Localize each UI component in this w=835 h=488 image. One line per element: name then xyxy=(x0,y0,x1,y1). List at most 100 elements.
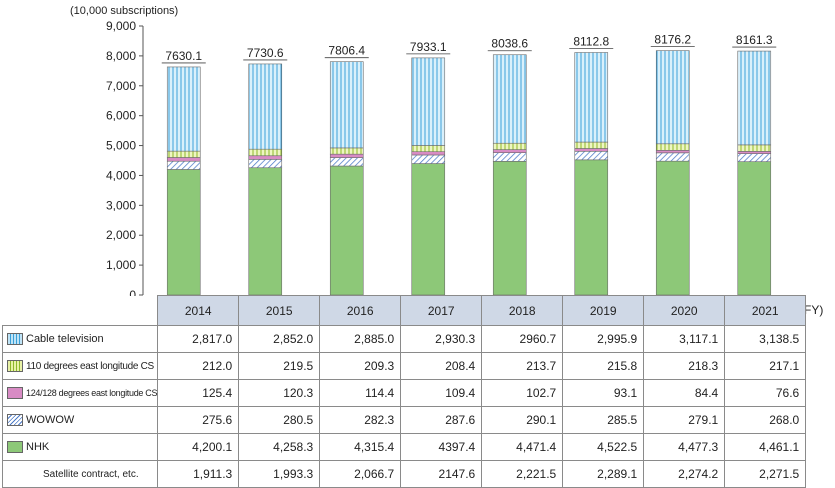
nhk-bar-segment xyxy=(248,167,283,296)
table-cell: 282.3 xyxy=(319,406,402,434)
row-label: 124/128 degrees east longitude CS xyxy=(1,379,159,407)
cs110-bar-segment xyxy=(655,143,690,151)
wowow-bar-segment xyxy=(574,150,609,161)
table-cell: 84.4 xyxy=(643,379,726,407)
table-cell: 2,995.9 xyxy=(562,325,645,353)
wowow-bar-segment xyxy=(329,157,364,167)
table-row-wowow: WOWOW 275.6 280.5 282.3 287.6 290.1 285.… xyxy=(1,406,807,434)
table-cell: 218.3 xyxy=(643,352,726,380)
table-cell: 114.4 xyxy=(319,379,402,407)
table-cell: 3,117.1 xyxy=(643,325,726,353)
cable-television-bar-segment xyxy=(574,52,609,143)
total-label: 8112.8 xyxy=(573,35,609,49)
cable-television-bar-segment xyxy=(492,54,527,144)
table-cell: 76.6 xyxy=(724,379,807,407)
cable-television-bar-segment xyxy=(655,50,690,145)
cs124-128-bar-segment xyxy=(329,153,364,158)
cs110-bar-segment xyxy=(492,142,527,150)
table-cell: 102.7 xyxy=(481,379,564,407)
cable-television-legend-swatch xyxy=(7,333,23,346)
cs124-128-bar-segment xyxy=(492,149,527,153)
year-header: 2018 xyxy=(481,295,564,326)
year-header: 2016 xyxy=(319,295,402,326)
row-label-text: NHK xyxy=(26,440,50,453)
y-tick-label: 2,000 xyxy=(106,228,136,242)
y-tick-label: 6,000 xyxy=(106,109,136,123)
table-cell: 268.0 xyxy=(724,406,807,434)
nhk-legend-swatch xyxy=(7,441,23,454)
table-cell: 93.1 xyxy=(562,379,645,407)
y-tick-label: 0 xyxy=(129,288,136,300)
table-cell: 4,315.4 xyxy=(319,433,402,461)
wowow-bar-segment xyxy=(492,152,527,162)
nhk-bar-segment xyxy=(655,160,690,296)
year-header: 2021 xyxy=(724,295,807,326)
y-tick-label: 5,000 xyxy=(106,139,136,153)
cs110-legend-swatch xyxy=(7,360,23,373)
table-cell: 2,289.1 xyxy=(562,460,645,488)
indent-spacer xyxy=(3,461,43,487)
cs110-bar-segment xyxy=(166,150,201,158)
table-cell: 290.1 xyxy=(481,406,564,434)
cs124-128-bar-segment xyxy=(574,148,609,152)
year-header: 2019 xyxy=(562,295,645,326)
table-cell: 2,885.0 xyxy=(319,325,402,353)
y-tick-label: 1,000 xyxy=(106,258,136,272)
table-cell: 2,817.0 xyxy=(157,325,240,353)
table-cell: 219.5 xyxy=(238,352,321,380)
table-cell: 4,461.1 xyxy=(724,433,807,461)
y-tick-label: 7,000 xyxy=(106,79,136,93)
row-label: WOWOW xyxy=(1,406,159,434)
cable-television-bar-segment xyxy=(411,57,446,146)
table-cell: 2960.7 xyxy=(481,325,564,353)
nhk-bar-segment xyxy=(329,165,364,296)
cs124-128-bar-segment xyxy=(166,157,201,162)
total-label: 7933.1 xyxy=(410,40,447,54)
table-cell: 279.1 xyxy=(643,406,726,434)
table-cell: 2,930.3 xyxy=(400,325,483,353)
cs110-bar-segment xyxy=(248,148,283,157)
total-label: 8038.6 xyxy=(491,37,528,51)
stacked-bar-chart: 0 1,000 2,000 3,000 4,000 5,000 6,000 7,000 8,00… xyxy=(106,19,777,300)
year-header: 2017 xyxy=(400,295,483,326)
row-label: NHK xyxy=(1,433,159,461)
table-row-124-128-cs: 124/128 degrees east longitude CS 125.4 … xyxy=(1,379,807,407)
table-row-nhk: NHK 4,200.1 4,258.3 4,315.4 4397.4 4,471… xyxy=(1,433,807,461)
nhk-bar-segment xyxy=(492,161,527,296)
total-label: 8176.2 xyxy=(654,33,691,47)
table-cell: 2,221.5 xyxy=(481,460,564,488)
table-cell: 280.5 xyxy=(238,406,321,434)
data-table: 2014 2015 2016 2017 2018 2019 2020 2021 … xyxy=(1,295,807,488)
total-label: 7630.1 xyxy=(165,49,202,63)
table-cell: 4,522.5 xyxy=(562,433,645,461)
total-label: 8161.3 xyxy=(736,33,773,47)
table-cell: 1,911.3 xyxy=(157,460,240,488)
row-label-text: 124/128 degrees east longitude CS xyxy=(26,387,158,398)
total-label: 7730.6 xyxy=(247,46,284,60)
row-label-text: 110 degrees east longitude CS xyxy=(26,360,154,372)
table-cell: 275.6 xyxy=(157,406,240,434)
x-axis-unit-label: (FY) xyxy=(800,303,824,317)
nhk-bar-segment xyxy=(411,163,446,296)
table-cell: 285.5 xyxy=(562,406,645,434)
wowow-bar-segment xyxy=(737,153,772,162)
row-label: Satellite contract, etc. xyxy=(1,460,159,488)
cs124-128-legend-swatch xyxy=(7,387,23,400)
bars xyxy=(166,50,772,296)
cs110-bar-segment xyxy=(329,147,364,155)
table-cell: 4,471.4 xyxy=(481,433,564,461)
table-row-110-cs: 110 degrees east longitude CS 212.0 219.… xyxy=(1,352,807,380)
y-axis-unit-label: (10,000 subscriptions) xyxy=(70,5,179,17)
row-label: 110 degrees east longitude CS xyxy=(1,352,159,380)
table-cell: 2,852.0 xyxy=(238,325,321,353)
table-cell: 125.4 xyxy=(157,379,240,407)
table-cell: 4,477.3 xyxy=(643,433,726,461)
table-cell: 209.3 xyxy=(319,352,402,380)
wowow-legend-swatch xyxy=(7,414,23,427)
year-header: 2014 xyxy=(157,295,240,326)
cable-television-bar-segment xyxy=(248,63,283,150)
cs124-128-bar-segment xyxy=(248,155,283,160)
table-cell: 212.0 xyxy=(157,352,240,380)
y-axis: 0 1,000 2,000 3,000 4,000 5,000 6,000 7,000 8,00… xyxy=(106,19,144,300)
table-cell: 208.4 xyxy=(400,352,483,380)
